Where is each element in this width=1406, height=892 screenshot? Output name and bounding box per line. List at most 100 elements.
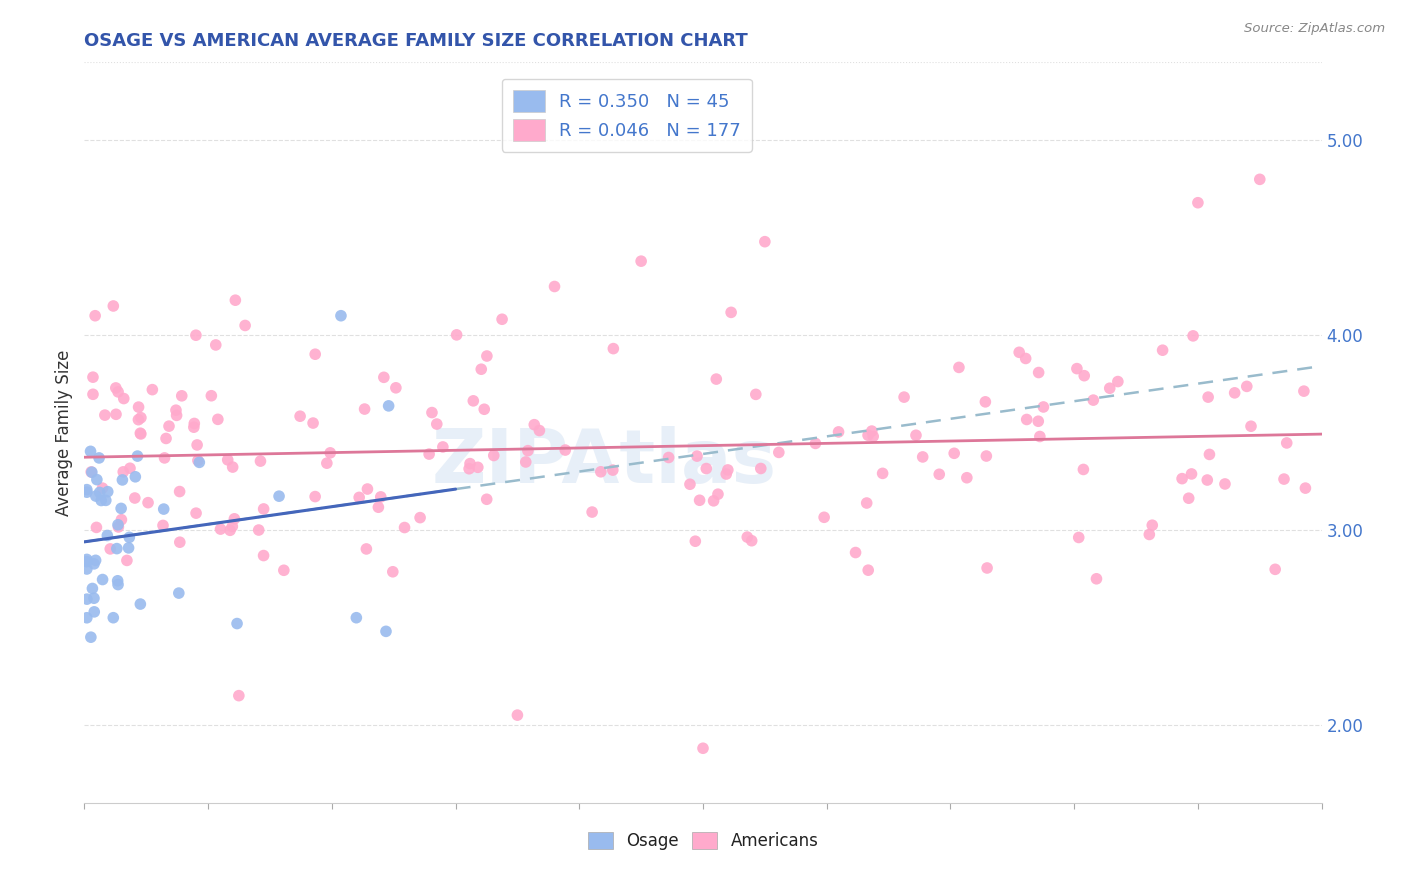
Point xyxy=(183,420,205,434)
Point xyxy=(529,424,551,438)
Point xyxy=(217,453,239,467)
Point xyxy=(704,372,727,386)
Point xyxy=(94,493,117,508)
Point xyxy=(76,483,98,497)
Point xyxy=(186,438,208,452)
Point xyxy=(76,562,98,576)
Point xyxy=(110,501,132,516)
Point xyxy=(554,443,576,458)
Point xyxy=(956,471,979,485)
Point xyxy=(976,449,998,463)
Point xyxy=(112,392,135,406)
Point xyxy=(813,510,835,524)
Point xyxy=(129,427,152,442)
Point xyxy=(83,591,105,606)
Point xyxy=(110,513,132,527)
Point xyxy=(1085,572,1108,586)
Point xyxy=(129,597,152,611)
Point xyxy=(904,428,927,442)
Point xyxy=(1275,436,1298,450)
Point xyxy=(375,624,398,639)
Point xyxy=(188,455,211,469)
Point xyxy=(107,574,129,588)
Point xyxy=(302,416,325,430)
Point xyxy=(1008,345,1031,359)
Point xyxy=(136,496,159,510)
Point xyxy=(1083,393,1105,408)
Point xyxy=(506,708,529,723)
Point xyxy=(209,522,232,536)
Point xyxy=(827,425,849,439)
Point xyxy=(118,530,141,544)
Point xyxy=(872,467,894,481)
Text: OSAGE VS AMERICAN AVERAGE FAMILY SIZE CORRELATION CHART: OSAGE VS AMERICAN AVERAGE FAMILY SIZE CO… xyxy=(84,32,748,50)
Point xyxy=(523,417,546,432)
Point xyxy=(491,312,513,326)
Point xyxy=(458,461,481,475)
Point xyxy=(458,457,481,471)
Point xyxy=(373,370,395,384)
Point xyxy=(117,541,139,555)
Point xyxy=(187,453,209,467)
Point xyxy=(304,490,326,504)
Point xyxy=(928,467,950,482)
Point xyxy=(1029,429,1052,443)
Point xyxy=(228,689,250,703)
Point xyxy=(948,360,970,375)
Point xyxy=(432,440,454,454)
Point xyxy=(385,381,408,395)
Point xyxy=(107,517,129,532)
Text: Source: ZipAtlas.com: Source: ZipAtlas.com xyxy=(1244,22,1385,36)
Point xyxy=(1137,527,1160,541)
Point xyxy=(105,541,128,556)
Point xyxy=(1182,329,1205,343)
Point xyxy=(1197,473,1219,487)
Point xyxy=(1198,447,1220,461)
Point xyxy=(84,489,107,503)
Point xyxy=(165,403,187,417)
Point xyxy=(602,342,624,356)
Point xyxy=(87,450,110,465)
Point xyxy=(89,485,111,500)
Point xyxy=(76,485,98,500)
Point xyxy=(707,487,730,501)
Point xyxy=(103,610,125,624)
Point xyxy=(1067,531,1090,545)
Point xyxy=(200,389,222,403)
Point xyxy=(84,553,107,567)
Point xyxy=(367,500,389,515)
Point xyxy=(602,463,624,477)
Point xyxy=(1292,384,1315,398)
Point xyxy=(409,510,432,524)
Point xyxy=(141,383,163,397)
Point xyxy=(219,523,242,537)
Point xyxy=(115,553,138,567)
Point xyxy=(356,541,378,556)
Point xyxy=(153,450,176,465)
Point xyxy=(221,519,243,533)
Point xyxy=(221,460,243,475)
Point xyxy=(1171,472,1194,486)
Point xyxy=(224,293,246,308)
Point xyxy=(184,328,207,343)
Point xyxy=(226,616,249,631)
Point xyxy=(581,505,603,519)
Point xyxy=(83,557,105,571)
Point xyxy=(124,470,146,484)
Point xyxy=(129,426,152,441)
Point xyxy=(893,390,915,404)
Point xyxy=(170,389,193,403)
Point xyxy=(1240,419,1263,434)
Point xyxy=(426,417,449,431)
Point xyxy=(86,473,108,487)
Point xyxy=(273,563,295,577)
Point xyxy=(543,279,565,293)
Point xyxy=(1073,368,1095,383)
Point xyxy=(1032,400,1054,414)
Point xyxy=(118,461,141,475)
Point xyxy=(105,407,128,421)
Point xyxy=(90,493,112,508)
Point xyxy=(86,520,108,534)
Point xyxy=(183,417,205,431)
Point xyxy=(152,518,174,533)
